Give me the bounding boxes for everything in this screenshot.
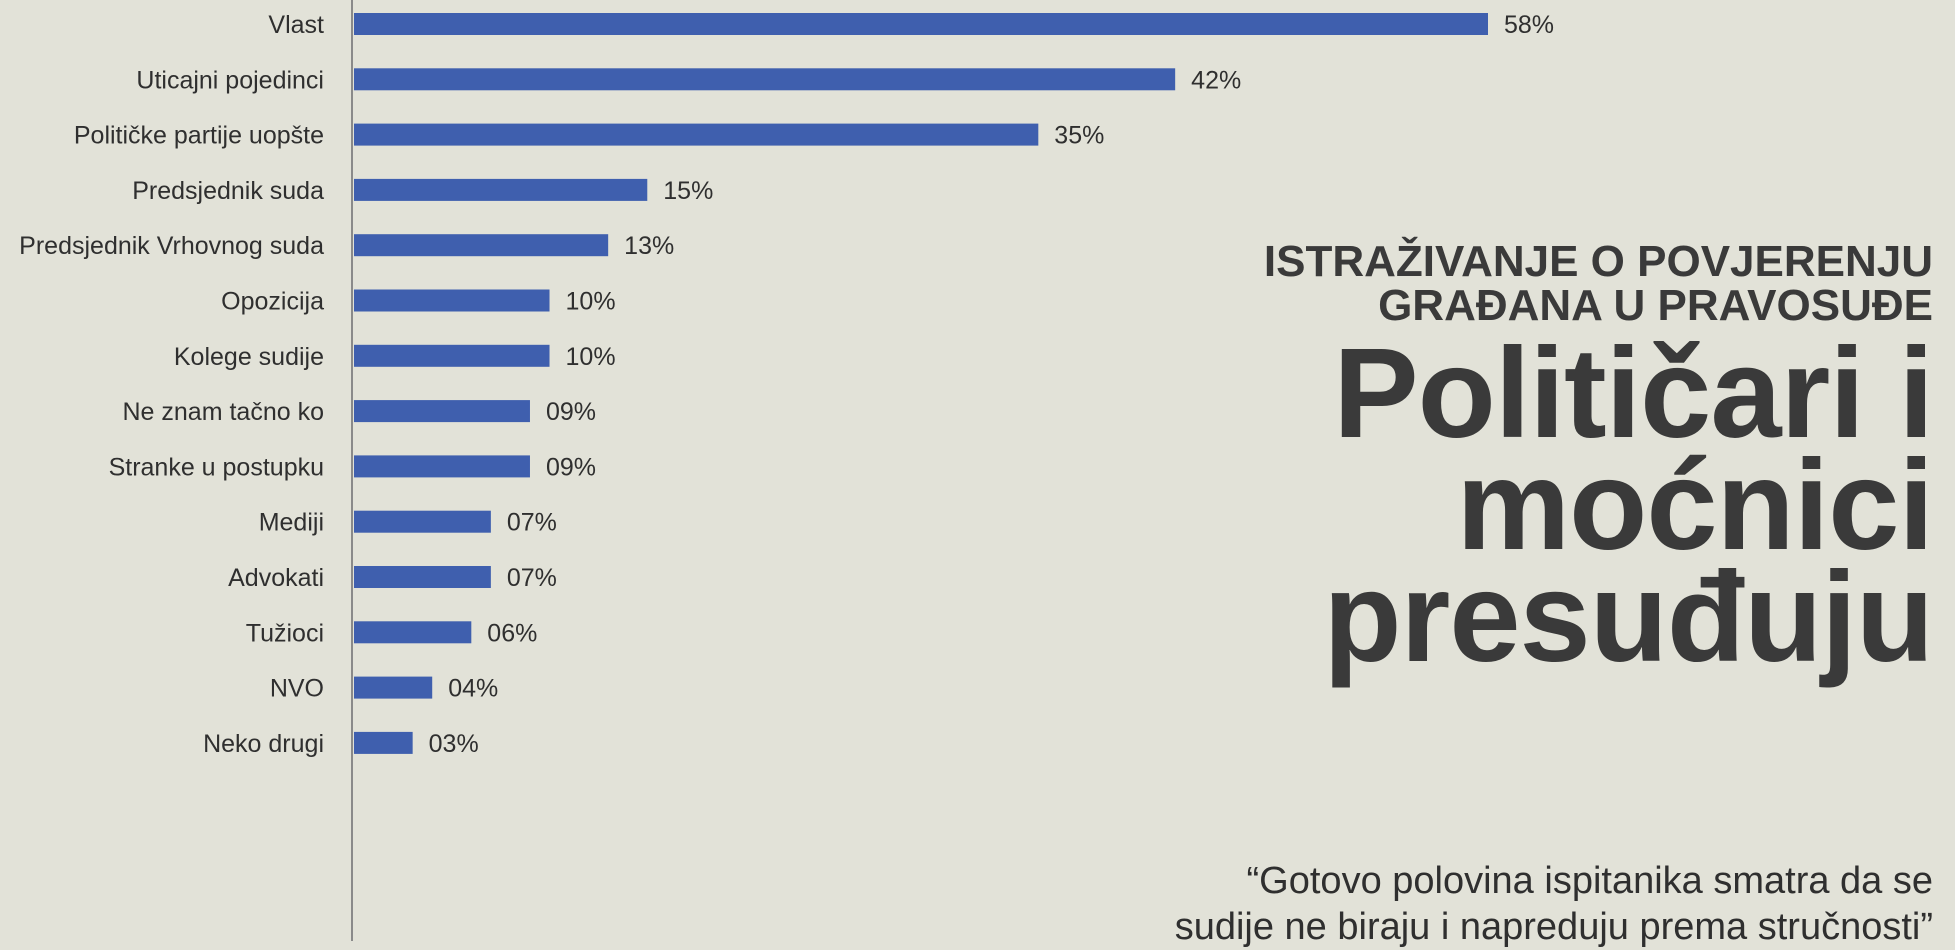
value-label: 06%: [487, 619, 537, 647]
category-label: Predsjednik suda: [132, 177, 324, 205]
bars-group: Vlast 58% Uticajni pojedinci 42% Političke p…: [19, 11, 1554, 758]
category-label: Neko drugi: [203, 730, 324, 758]
bar: [354, 400, 530, 423]
value-label: 07%: [507, 509, 557, 537]
quote-line: sudije ne biraju i napreduju prema struč…: [1174, 906, 1933, 948]
bar: [354, 455, 530, 478]
article-quote: “Gotovo polovina ispitanika smatra da se…: [933, 858, 1933, 950]
value-label: 09%: [546, 453, 596, 481]
category-label: Advokati: [228, 564, 324, 592]
quote-line: “Gotovo polovina ispitanika smatra da se: [1246, 860, 1933, 902]
value-label: 15%: [663, 177, 713, 205]
headline-line: presuđuju: [1323, 546, 1934, 689]
bar: [354, 731, 413, 754]
bar: [354, 566, 491, 588]
category-label: Opozicija: [221, 288, 324, 316]
bar: [354, 178, 648, 201]
value-label: 13%: [624, 232, 674, 260]
category-label: Mediji: [259, 509, 324, 537]
bar: [354, 68, 1176, 91]
article-header: ISTRAŽIVANJE O POVJERENJU GRAĐANA U PRAV…: [933, 240, 1934, 689]
bar: [354, 621, 472, 644]
category-label: Političke partije uopšte: [74, 122, 324, 150]
category-label: Uticajni pojedinci: [136, 66, 324, 94]
bar: [354, 289, 550, 312]
value-label: 42%: [1191, 66, 1241, 94]
bar: [354, 123, 1039, 146]
bar: [354, 510, 491, 533]
value-label: 10%: [566, 343, 616, 371]
headline-line: moćnici: [1456, 434, 1934, 577]
value-label: 04%: [448, 675, 498, 703]
bar: [354, 234, 609, 257]
category-label: Kolege sudije: [174, 343, 324, 371]
category-label: Tužioci: [246, 619, 324, 647]
bar: [354, 13, 1488, 35]
category-label: Stranke u postupku: [109, 453, 324, 481]
value-label: 07%: [507, 564, 557, 592]
category-label: Predsjednik Vrhovnog suda: [19, 232, 324, 260]
article-headline: Političari i moćnici presuđuju: [933, 322, 1934, 689]
bar: [354, 344, 550, 367]
value-label: 03%: [429, 730, 479, 758]
category-label: NVO: [270, 675, 324, 703]
category-label: Ne znam tačno ko: [123, 398, 325, 426]
value-label: 09%: [546, 398, 596, 426]
value-label: 10%: [566, 288, 616, 316]
value-label: 35%: [1054, 122, 1104, 150]
kicker-line: GRAĐANA U PRAVOSUĐE: [1378, 281, 1933, 330]
headline-line: Političari i: [1333, 322, 1934, 465]
kicker-line: ISTRAŽIVANJE O POVJERENJU: [1263, 237, 1933, 286]
value-label: 58%: [1504, 11, 1554, 39]
bar: [354, 676, 433, 699]
article-kicker: ISTRAŽIVANJE O POVJERENJU GRAĐANA U PRAV…: [933, 240, 1933, 328]
category-label: Vlast: [268, 11, 324, 39]
